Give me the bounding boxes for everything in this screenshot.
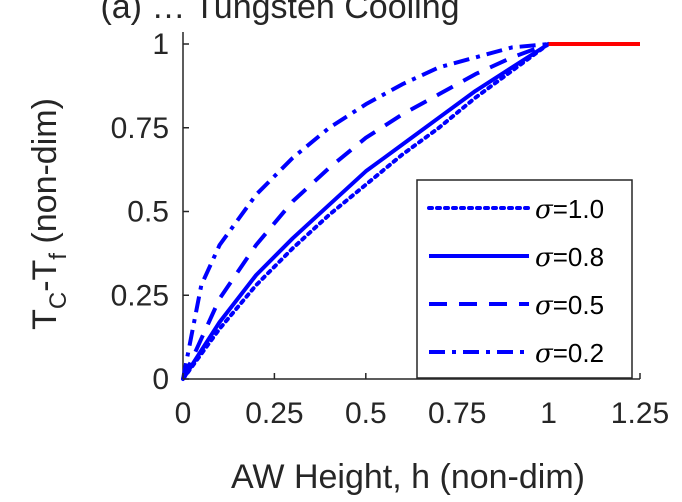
series-line-2 xyxy=(181,42,550,381)
legend-entry-label: σ=0.8 xyxy=(535,242,604,273)
y-axis-label: TC-Tf (non-dim) xyxy=(26,98,72,330)
ticks-layer: 0 0.25 0.5 0.75 1 1.25 0 0.25 0.5 0.75 1 xyxy=(111,28,670,430)
y-axis-label-sub2: f xyxy=(45,253,72,260)
x-tick-label: 0.5 xyxy=(345,397,387,430)
legend: σ=1.0 σ=0.8 σ=0.5 σ=0.2 xyxy=(416,179,633,379)
y-tick-label: 0.25 xyxy=(111,279,169,312)
y-tick-label: 0.5 xyxy=(127,196,169,229)
legend-entry-label: σ=0.2 xyxy=(535,338,604,369)
y-tick-label: 0 xyxy=(152,363,169,396)
x-tick-label: 0.75 xyxy=(428,397,486,430)
series-line-1 xyxy=(181,42,551,381)
series-line-3 xyxy=(181,42,550,380)
chart-title: (a) … Tungsten Cooling xyxy=(100,0,459,26)
x-tick-label: 1.25 xyxy=(611,397,669,430)
legend-entry-label: σ=0.5 xyxy=(535,290,604,321)
x-tick-label: 0 xyxy=(175,397,192,430)
y-axis-label-tail: (non-dim) xyxy=(26,98,64,253)
y-axis-label-dash: -T xyxy=(26,260,64,292)
y-axis-label-main: T xyxy=(26,309,64,330)
legend-entry-label: σ=1.0 xyxy=(535,194,604,225)
x-tick-label: 0.25 xyxy=(245,397,303,430)
x-axis-label: AW Height, h (non-dim) xyxy=(231,458,585,496)
y-axis-label-sub1: C xyxy=(45,292,72,309)
y-tick-label: 1 xyxy=(152,28,169,61)
series-layer xyxy=(181,42,640,381)
x-tick-label: 1 xyxy=(540,397,557,430)
plot-area xyxy=(182,32,640,380)
legend-box xyxy=(416,179,633,379)
y-tick-label: 0.75 xyxy=(111,112,169,145)
